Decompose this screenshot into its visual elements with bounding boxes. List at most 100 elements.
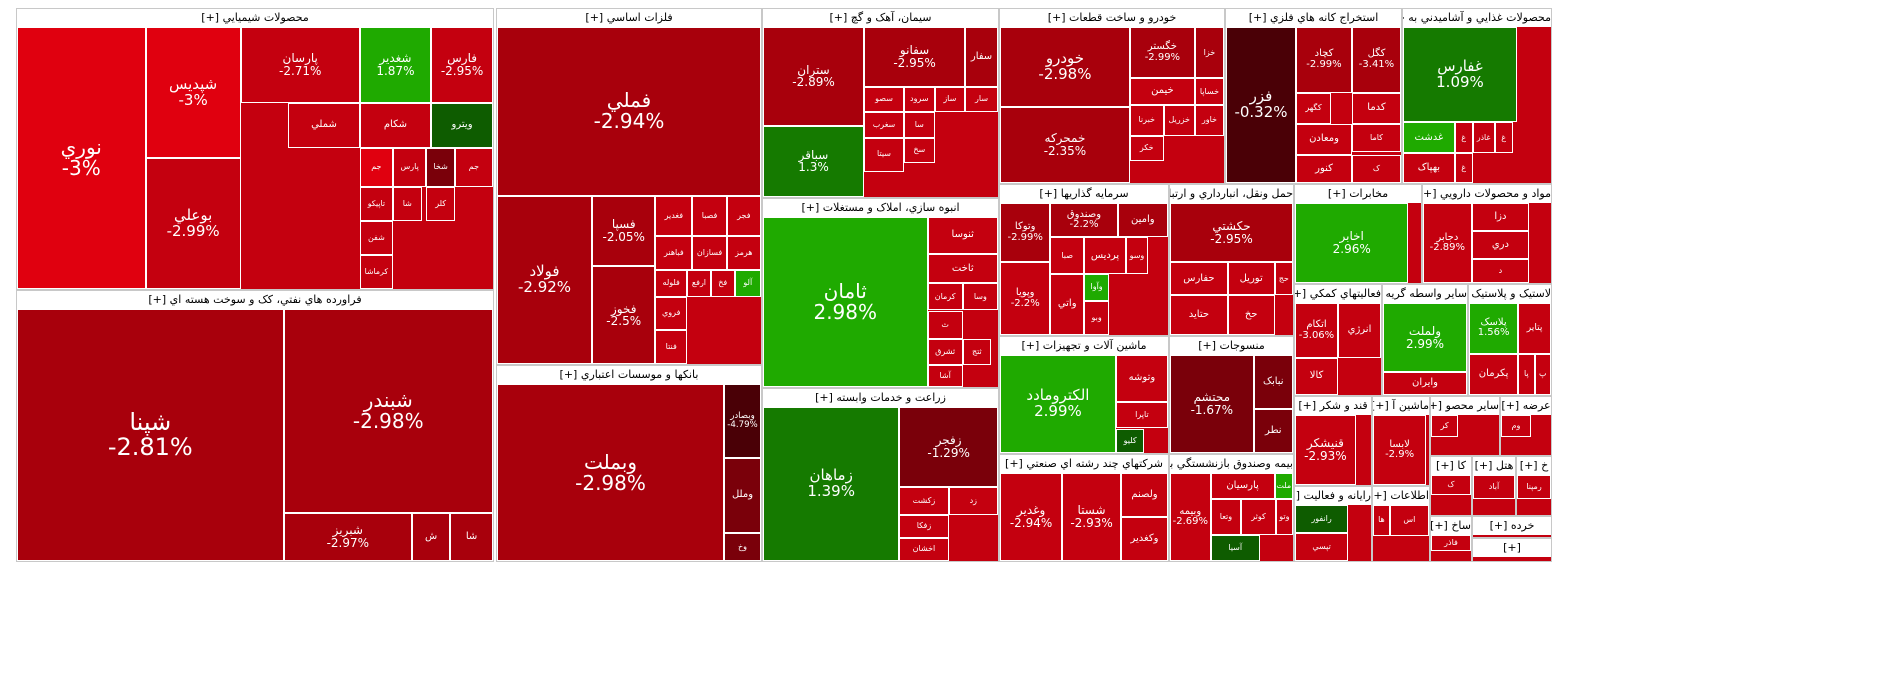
sector-header[interactable]: فعاليتهاي كمكي [+]: [1295, 285, 1381, 303]
tile[interactable]: غ: [1454, 122, 1473, 154]
tile[interactable]: وکغدير: [1120, 517, 1168, 561]
sector-header[interactable]: خودرو و ساخت قطعات [+]: [1000, 9, 1224, 27]
tile[interactable]: آشا: [927, 364, 963, 387]
tile[interactable]: شبريز -2.97%: [283, 513, 413, 561]
tile[interactable]: وتو: [1275, 499, 1293, 535]
tile[interactable]: پارسان -2.71%: [240, 27, 360, 103]
tile[interactable]: آباد: [1473, 475, 1515, 499]
tile[interactable]: سباقر 1.3%: [763, 125, 865, 197]
sector-header[interactable]: بيمه وصندوق بازنشستگي به [+]: [1170, 455, 1293, 473]
tile[interactable]: وصندوق -2.2%: [1050, 203, 1118, 238]
sector-header[interactable]: رايانه و فعاليت [+]: [1295, 487, 1371, 505]
tile[interactable]: وتعا: [1210, 499, 1242, 535]
tile[interactable]: خساپا: [1194, 78, 1224, 105]
sector-header[interactable]: ساير محصو [+]: [1431, 397, 1499, 415]
tile[interactable]: ولملت 2.99%: [1383, 303, 1467, 372]
sector-header[interactable]: محصولات غذايي و آشاميدني به جز [+]: [1403, 9, 1551, 27]
tile[interactable]: وامين: [1117, 203, 1168, 238]
sector-header[interactable]: هتل [+]: [1473, 457, 1515, 475]
tile[interactable]: وبملت -2.98%: [497, 384, 725, 561]
sector-header[interactable]: ماشين آ [+]: [1373, 397, 1429, 415]
tile[interactable]: ثشرق: [927, 339, 963, 365]
tile[interactable]: آسيا: [1210, 534, 1260, 561]
sector-header[interactable]: خ [+]: [1517, 457, 1551, 475]
tile[interactable]: پارس: [393, 147, 427, 187]
tile[interactable]: وخ: [724, 532, 761, 561]
tile[interactable]: ملت: [1274, 473, 1293, 500]
sector-header[interactable]: فراورده هاي نفتي، كک و سوخت هسته اي [+]: [17, 291, 493, 309]
sector-header[interactable]: شرکتهاي چند رشته اي صنعتي [+]: [1000, 455, 1168, 473]
tile[interactable]: خاور: [1194, 105, 1224, 137]
tile[interactable]: کگهر: [1296, 92, 1331, 124]
tile[interactable]: ولصنم: [1120, 473, 1168, 517]
tile[interactable]: دجابر -2.89%: [1423, 203, 1472, 283]
tile[interactable]: ثنوسا: [927, 217, 998, 255]
tile[interactable]: ويترو: [431, 102, 493, 148]
tile[interactable]: شستا -2.93%: [1062, 473, 1121, 561]
tile[interactable]: پا: [1518, 353, 1535, 395]
tile[interactable]: ک: [1352, 154, 1401, 183]
tile[interactable]: سصو: [864, 86, 904, 112]
tile[interactable]: صبا: [1050, 237, 1084, 275]
tile[interactable]: خکر: [1129, 136, 1164, 162]
tile[interactable]: پ: [1534, 353, 1551, 395]
tile[interactable]: ش: [412, 513, 451, 561]
tile[interactable]: وغدير -2.94%: [1000, 473, 1063, 561]
sector-header[interactable]: مخابرات [+]: [1295, 185, 1421, 203]
tile[interactable]: وبيمه -2.69%: [1170, 473, 1211, 561]
tile[interactable]: حفارس: [1170, 262, 1228, 296]
tile[interactable]: کلر: [426, 186, 455, 221]
tile[interactable]: حکشتي -2.95%: [1170, 203, 1293, 263]
tile[interactable]: کالا: [1295, 358, 1338, 395]
tile[interactable]: نبابک: [1253, 355, 1293, 409]
tile[interactable]: وسو: [1126, 237, 1148, 275]
sector-header[interactable]: ساير واسطه گريه [+]: [1383, 285, 1467, 303]
tile[interactable]: فاذر: [1431, 535, 1471, 551]
tile[interactable]: تاپيکو: [359, 186, 394, 221]
sector-header[interactable]: عرضه [+]: [1501, 397, 1551, 415]
tile[interactable]: لابسا -2.9%: [1373, 415, 1427, 485]
tile[interactable]: د: [1471, 259, 1530, 283]
tile[interactable]: نطر: [1253, 408, 1293, 453]
sector-header[interactable]: لاستيک و پلاستيک [+]: [1469, 285, 1551, 303]
tile[interactable]: فباهنر: [655, 235, 693, 270]
tile[interactable]: آلو: [734, 269, 761, 297]
tile[interactable]: کرمان: [927, 283, 963, 311]
tile[interactable]: فنتا: [655, 330, 688, 364]
tile[interactable]: وملل: [724, 458, 761, 533]
tile[interactable]: حتايد: [1170, 295, 1228, 335]
tile[interactable]: حخ: [1227, 295, 1275, 335]
tile[interactable]: وتوکا -2.99%: [1000, 203, 1051, 263]
tile[interactable]: تپسي: [1295, 533, 1349, 561]
tile[interactable]: ک: [1431, 475, 1471, 495]
tile[interactable]: تاپرا: [1115, 402, 1168, 429]
tile[interactable]: ستران -2.89%: [763, 27, 865, 126]
tile[interactable]: شا: [450, 513, 493, 561]
tile[interactable]: سار: [965, 86, 998, 112]
tile[interactable]: فزر -0.32%: [1226, 27, 1296, 183]
tile[interactable]: شملي: [288, 102, 360, 148]
tile[interactable]: بوعلي -2.99%: [145, 158, 241, 289]
tile[interactable]: شپديس -3%: [145, 27, 241, 158]
tile[interactable]: سفانو -2.95%: [864, 27, 966, 87]
tile[interactable]: پتاير: [1518, 303, 1551, 354]
tile[interactable]: وسا: [962, 283, 998, 311]
tile[interactable]: غفارس 1.09%: [1403, 27, 1517, 123]
tile[interactable]: ارفع: [687, 269, 711, 297]
tile[interactable]: فسازان: [692, 235, 727, 270]
sector-header[interactable]: سيمان، آهک و گچ [+]: [763, 9, 998, 27]
tile[interactable]: ثامان 2.98%: [763, 217, 928, 387]
tile[interactable]: انرژي: [1338, 303, 1381, 359]
tile[interactable]: اتکام -3.06%: [1295, 303, 1338, 359]
sector-header[interactable]: سرمايه گذاريها [+]: [1000, 185, 1168, 203]
tile[interactable]: شبندر -2.98%: [283, 309, 493, 514]
sector-header[interactable]: زراعت و خدمات وابسته [+]: [763, 389, 998, 407]
tile[interactable]: کاما: [1352, 123, 1401, 152]
tile[interactable]: کگل -3.41%: [1352, 27, 1401, 93]
tile[interactable]: وايران: [1383, 372, 1467, 395]
tile[interactable]: غاذر: [1472, 122, 1495, 154]
tile[interactable]: رانفور: [1295, 505, 1349, 533]
tile[interactable]: فجر: [726, 195, 761, 236]
tile[interactable]: زد: [948, 487, 998, 515]
tile[interactable]: رمپنا: [1517, 475, 1551, 499]
